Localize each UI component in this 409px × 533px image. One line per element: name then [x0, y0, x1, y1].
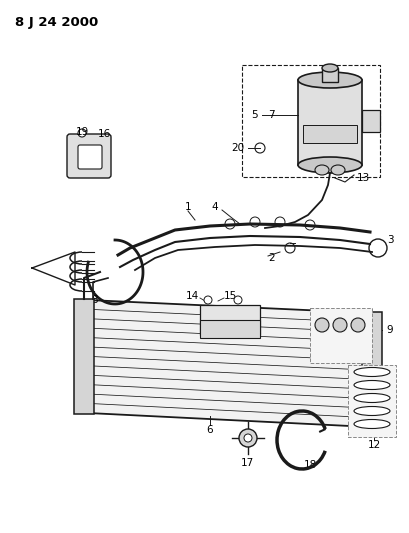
Text: 19: 19: [75, 127, 88, 137]
Circle shape: [284, 243, 294, 253]
Text: 6: 6: [206, 425, 213, 435]
Text: 16: 16: [97, 129, 110, 139]
Text: 14: 14: [185, 291, 198, 301]
Circle shape: [204, 296, 211, 304]
Bar: [297, 80, 361, 165]
Polygon shape: [88, 300, 369, 427]
Text: 13: 13: [355, 173, 369, 183]
Circle shape: [243, 434, 252, 442]
Ellipse shape: [297, 157, 361, 173]
Ellipse shape: [353, 419, 389, 429]
Text: 9: 9: [386, 325, 392, 335]
Ellipse shape: [314, 165, 328, 175]
Text: 17: 17: [240, 458, 253, 468]
Bar: [200, 320, 259, 338]
Circle shape: [225, 219, 234, 229]
Ellipse shape: [353, 407, 389, 416]
Ellipse shape: [353, 393, 389, 402]
Bar: [74, 299, 94, 414]
Circle shape: [350, 318, 364, 332]
Circle shape: [332, 318, 346, 332]
Text: 3: 3: [386, 235, 392, 245]
Text: 12: 12: [366, 440, 380, 450]
Text: 4: 4: [211, 202, 218, 212]
Bar: [361, 110, 379, 132]
Ellipse shape: [297, 72, 361, 88]
Bar: [200, 305, 259, 335]
Circle shape: [249, 217, 259, 227]
Bar: [361, 312, 381, 428]
Ellipse shape: [321, 64, 337, 72]
Text: 8 J 24 2000: 8 J 24 2000: [15, 16, 98, 29]
Circle shape: [314, 318, 328, 332]
Circle shape: [254, 143, 264, 153]
Circle shape: [274, 217, 284, 227]
Text: 15: 15: [223, 291, 236, 301]
Text: 18: 18: [303, 460, 316, 470]
Circle shape: [238, 429, 256, 447]
Text: 5: 5: [251, 110, 258, 120]
Text: 8: 8: [92, 295, 98, 305]
Circle shape: [234, 296, 241, 304]
Bar: [321, 68, 337, 82]
Text: 2: 2: [268, 253, 274, 263]
Ellipse shape: [353, 367, 389, 376]
Ellipse shape: [353, 381, 389, 390]
Circle shape: [304, 220, 314, 230]
Bar: [302, 125, 356, 143]
FancyBboxPatch shape: [67, 134, 111, 178]
Text: 7: 7: [267, 110, 274, 120]
Text: 20: 20: [231, 143, 244, 153]
FancyBboxPatch shape: [78, 145, 102, 169]
Text: 10: 10: [213, 311, 226, 321]
Circle shape: [78, 129, 86, 137]
Ellipse shape: [330, 165, 344, 175]
Bar: [309, 308, 371, 363]
Circle shape: [368, 239, 386, 257]
Text: 1: 1: [184, 202, 191, 212]
Bar: [347, 365, 395, 437]
Text: 11: 11: [213, 325, 226, 335]
Bar: [241, 65, 379, 177]
